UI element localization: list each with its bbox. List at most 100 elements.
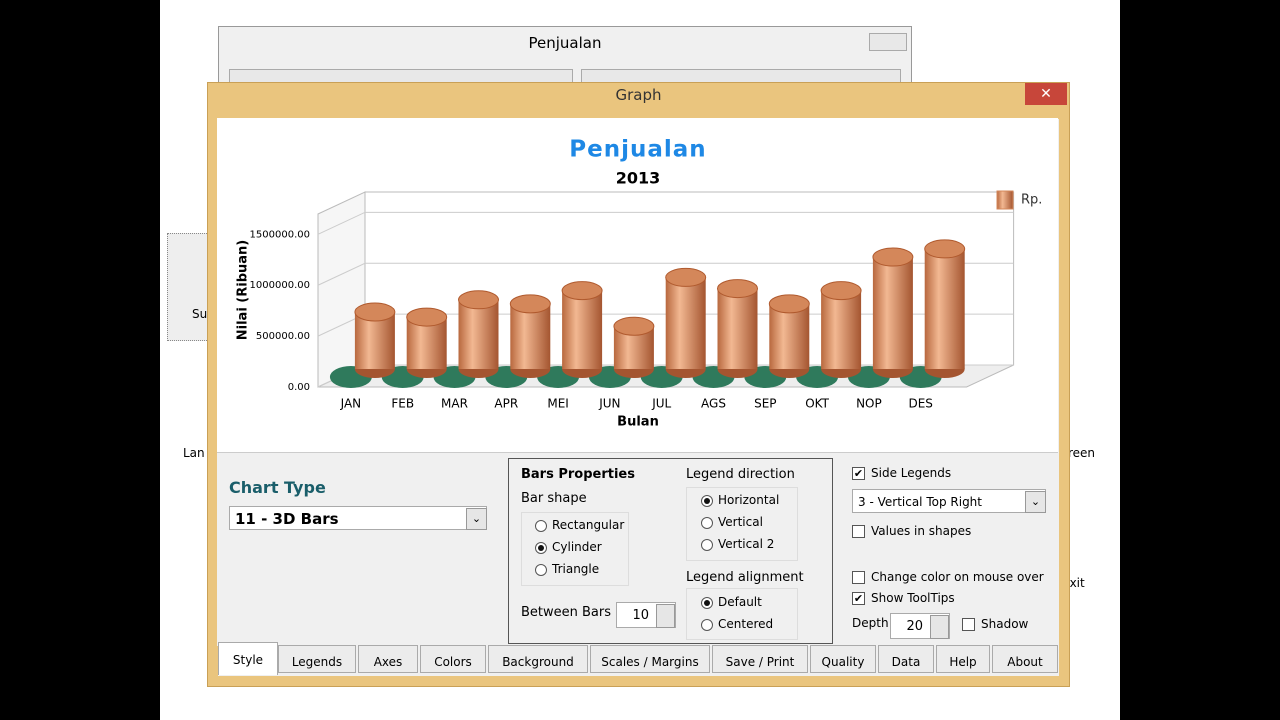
group-title: Bars Properties: [521, 467, 635, 482]
radio-box: [686, 487, 798, 561]
dropdown-arrow[interactable]: ⌄: [1025, 491, 1046, 513]
window-title: Graph: [615, 86, 662, 104]
grid-line: [317, 262, 1014, 286]
bar-top: [561, 281, 603, 301]
desktop-label: reen: [1068, 446, 1096, 460]
y-tick-label: 500000.00: [256, 331, 310, 342]
x-tick-label: JUL: [651, 397, 671, 411]
tab[interactable]: Legends: [278, 645, 356, 673]
x-tick-label: SEP: [754, 397, 776, 411]
radio[interactable]: [701, 597, 713, 609]
radio-label: Default: [718, 595, 762, 609]
x-tick-label: AGS: [701, 397, 726, 411]
bar-top: [613, 316, 655, 336]
bar-top: [665, 267, 707, 287]
bar-top: [458, 290, 499, 310]
label: Chart Type: [229, 478, 326, 497]
tab[interactable]: Background: [488, 645, 588, 673]
radio[interactable]: [701, 495, 713, 507]
tab[interactable]: Help: [936, 645, 990, 673]
radio[interactable]: [701, 619, 713, 631]
radio[interactable]: [535, 564, 547, 576]
x-tick-label: DES: [908, 397, 932, 411]
radio-label: Vertical: [718, 515, 763, 529]
label: Legend alignment: [686, 570, 804, 585]
bar-top: [406, 307, 448, 327]
radio-label: Cylinder: [552, 540, 602, 554]
label: Legend direction: [686, 467, 795, 482]
tab[interactable]: About: [992, 645, 1058, 673]
dropdown[interactable]: 3 - Vertical Top Right: [852, 489, 1046, 513]
label: Between Bars: [521, 605, 612, 620]
close-button[interactable]: [869, 33, 907, 51]
dropdown[interactable]: 11 - 3D Bars: [229, 506, 487, 530]
x-tick-label: OKT: [805, 397, 829, 411]
desktop-label: Lan: [183, 446, 205, 460]
checkbox-label: Shadow: [981, 617, 1029, 631]
checkbox-label: Side Legends: [871, 466, 952, 480]
background-window: Penjualan: [218, 26, 912, 91]
label: Depth: [852, 616, 889, 630]
window-title: Penjualan: [528, 34, 602, 52]
bar-top: [820, 281, 862, 301]
bar: [562, 290, 603, 369]
radio[interactable]: [701, 517, 713, 529]
checkbox[interactable]: [852, 525, 865, 538]
radio-box: [686, 588, 798, 640]
bar: [924, 248, 965, 369]
checkbox-label: Values in shapes: [871, 524, 972, 538]
legend-label: Rp.: [1021, 193, 1042, 208]
y-axis-title: Nilai (Ribuan): [236, 240, 251, 340]
tab[interactable]: Colors: [420, 645, 486, 673]
close-button[interactable]: ✕: [1025, 83, 1067, 105]
radio-label: Vertical 2: [718, 537, 775, 551]
chart: Penjualan 2013 Bulan Nilai (Ribuan) 0.00…: [217, 118, 1058, 452]
tab[interactable]: Data: [878, 645, 934, 673]
y-tick-label: 1500000.00: [250, 229, 310, 240]
x-tick-label: NOP: [856, 397, 882, 411]
spinner-buttons[interactable]: [656, 604, 675, 628]
checkbox-label: Change color on mouse over: [871, 570, 1044, 584]
desktop-label: Su: [192, 307, 208, 321]
radio[interactable]: [701, 539, 713, 551]
radio-label: Triangle: [552, 562, 600, 576]
checkbox[interactable]: ✔: [852, 592, 865, 605]
bar: [769, 303, 810, 369]
tab[interactable]: Scales / Margins: [590, 645, 710, 673]
x-tick-label: JAN: [340, 397, 362, 411]
bar-top: [924, 239, 966, 259]
dropdown-arrow[interactable]: ⌄: [466, 508, 487, 530]
radio-label: Horizontal: [718, 493, 780, 507]
bar-top: [768, 294, 810, 314]
radio[interactable]: [535, 520, 547, 532]
y-tick-label: 1000000.00: [250, 280, 310, 291]
x-tick-label: MEI: [547, 397, 568, 411]
bar-top: [717, 279, 758, 299]
bar-top: [354, 302, 396, 322]
tab[interactable]: Axes: [358, 645, 418, 673]
grid-line: [317, 211, 1014, 235]
bar: [717, 288, 758, 369]
bar-top: [872, 247, 914, 267]
checkbox[interactable]: ✔: [852, 467, 865, 480]
checkbox-label: Show ToolTips: [871, 591, 955, 605]
radio-label: Centered: [718, 617, 774, 631]
radio[interactable]: [535, 542, 547, 554]
bar: [458, 299, 499, 369]
x-tick-label: JUN: [598, 397, 620, 411]
label: Bar shape: [521, 491, 587, 506]
radio-label: Rectangular: [552, 518, 625, 532]
bar-top: [509, 294, 551, 314]
x-axis-title: Bulan: [617, 415, 659, 430]
tab[interactable]: Save / Print: [712, 645, 808, 673]
checkbox[interactable]: [962, 618, 975, 631]
tab[interactable]: Style: [218, 642, 278, 675]
x-tick-label: MAR: [441, 397, 468, 411]
bar: [821, 290, 862, 369]
checkbox[interactable]: [852, 571, 865, 584]
spinner-buttons[interactable]: [930, 615, 949, 639]
bar: [510, 303, 551, 369]
x-tick-label: APR: [494, 397, 518, 411]
tab[interactable]: Quality: [810, 645, 876, 673]
